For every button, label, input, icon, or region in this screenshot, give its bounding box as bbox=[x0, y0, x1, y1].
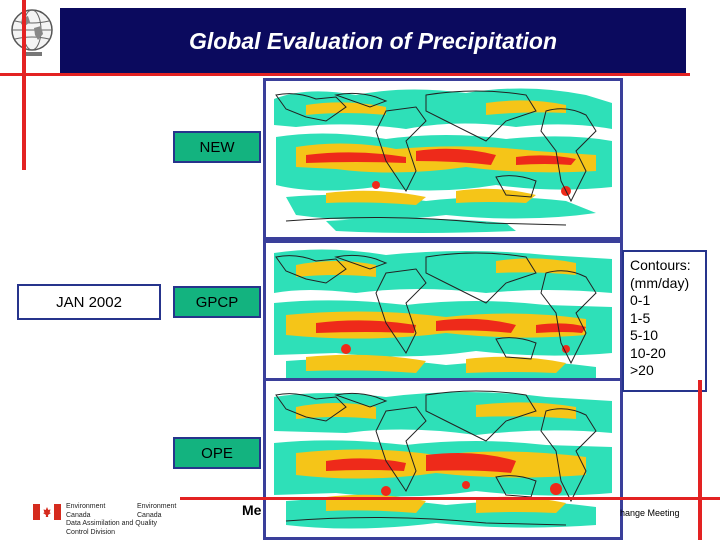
contours-units: (mm/day) bbox=[630, 274, 690, 291]
footer-center-text: Me bbox=[242, 502, 262, 518]
label-ope-text: OPE bbox=[201, 444, 233, 462]
globe-logo-icon bbox=[11, 9, 53, 56]
red-horizontal-line-bottom bbox=[180, 497, 720, 500]
label-gpcp-text: GPCP bbox=[195, 293, 239, 311]
footer-division-line2: Control Division bbox=[66, 528, 116, 536]
canada-flag-icon bbox=[33, 504, 61, 520]
contours-legend: Contours: (mm/day) 0-1 1-5 5-10 10-20 >2… bbox=[622, 250, 707, 392]
contour-range: 1-5 bbox=[630, 309, 651, 326]
precip-map-ope bbox=[263, 378, 623, 540]
footer-org-text: Environment Canada Data Assimilation and… bbox=[66, 503, 176, 537]
date-box: JAN 2002 bbox=[17, 284, 161, 320]
label-ope: OPE bbox=[173, 437, 261, 469]
label-new: NEW bbox=[173, 131, 261, 163]
contour-range: 10-20 bbox=[630, 344, 666, 361]
map-gpcp-graphic bbox=[266, 243, 620, 399]
label-gpcp: GPCP bbox=[173, 286, 261, 318]
label-new-text: NEW bbox=[199, 138, 235, 156]
title-bar: Global Evaluation of Precipitation bbox=[60, 8, 686, 74]
contour-range: >20 bbox=[630, 362, 654, 378]
page-title: Global Evaluation of Precipitation bbox=[188, 27, 558, 54]
contour-range: 0-1 bbox=[630, 292, 651, 308]
map-ope-graphic bbox=[266, 381, 620, 537]
precip-map-gpcp bbox=[263, 240, 623, 402]
date-text: JAN 2002 bbox=[56, 293, 122, 311]
footer-org1-line2: Canada bbox=[66, 511, 91, 519]
red-vertical-line bbox=[22, 0, 26, 170]
contours-heading: Contours: bbox=[630, 257, 691, 273]
footer-org2: Environment Canada bbox=[137, 503, 176, 520]
footer-org2-line1: Environment bbox=[137, 503, 177, 510]
footer-org1-line1: Environment bbox=[66, 503, 106, 510]
precip-map-new bbox=[263, 78, 623, 240]
contour-range: 5-10 bbox=[630, 327, 659, 343]
red-horizontal-line bbox=[0, 73, 690, 76]
footer-right-text: hange Meeting bbox=[620, 508, 680, 518]
red-vertical-line-right bbox=[698, 380, 702, 540]
footer-org2-line2: Canada bbox=[137, 511, 162, 519]
footer-division-line1: Data Assimilation and Quality bbox=[66, 520, 158, 527]
map-new-graphic bbox=[266, 81, 620, 237]
